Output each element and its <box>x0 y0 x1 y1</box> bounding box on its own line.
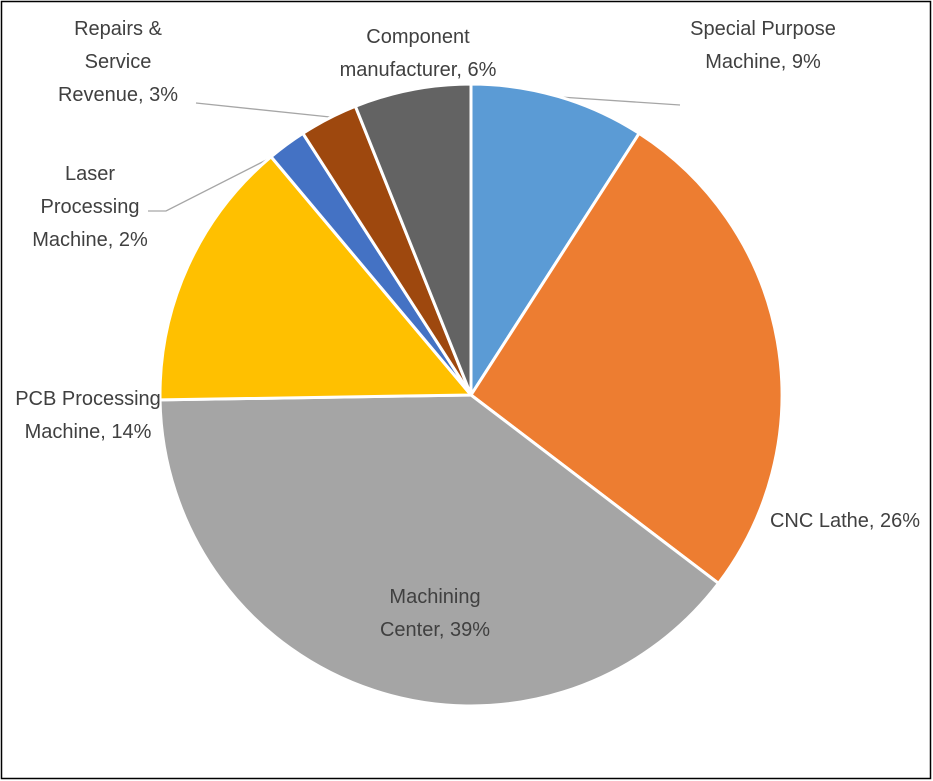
pie-slice: Component manufacturer <box>353 82 473 397</box>
data-label: PCB Processing Machine, 14% <box>15 388 161 443</box>
leader-lines <box>148 96 681 212</box>
pie-slice: Machining Center <box>158 393 720 708</box>
slices: Special Purpose MachineCNC LatheMachinin… <box>158 82 784 708</box>
leader-line <box>195 102 331 118</box>
data-label: Component manufacturer, 6% <box>340 26 497 81</box>
data-label: Machining Center, 39% <box>380 586 490 641</box>
leader-line <box>559 96 681 106</box>
leader-line <box>148 149 287 212</box>
pie-slice: PCB Processing Machine <box>158 155 473 402</box>
data-label: Laser Processing Machine, 2% <box>32 163 148 251</box>
data-label: CNC Lathe, 26% <box>770 510 920 532</box>
data-label: Repairs & Service Revenue, 3% <box>58 18 178 106</box>
pie-slice: Special Purpose Machine <box>469 82 641 397</box>
data-label: Special Purpose Machine, 9% <box>690 18 836 73</box>
pie-slice: CNC Lathe <box>469 131 784 585</box>
